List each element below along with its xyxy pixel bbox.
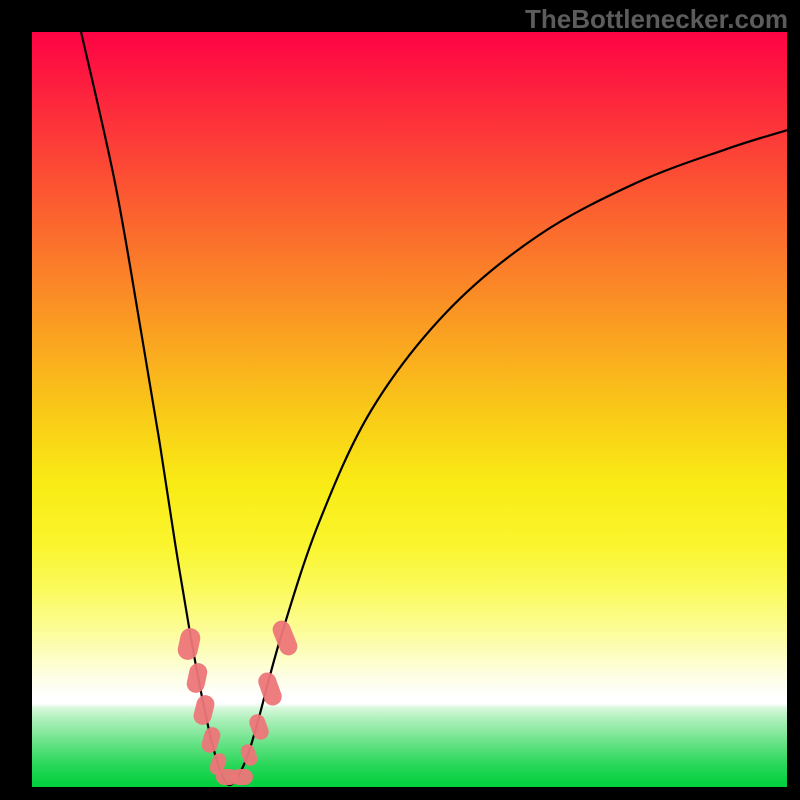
bottleneck-curve — [81, 32, 787, 785]
data-marker — [231, 769, 253, 785]
chart-stage: TheBottlenecker.com — [0, 0, 800, 800]
curve-layer — [0, 0, 800, 800]
attribution-text: TheBottlenecker.com — [525, 4, 788, 35]
